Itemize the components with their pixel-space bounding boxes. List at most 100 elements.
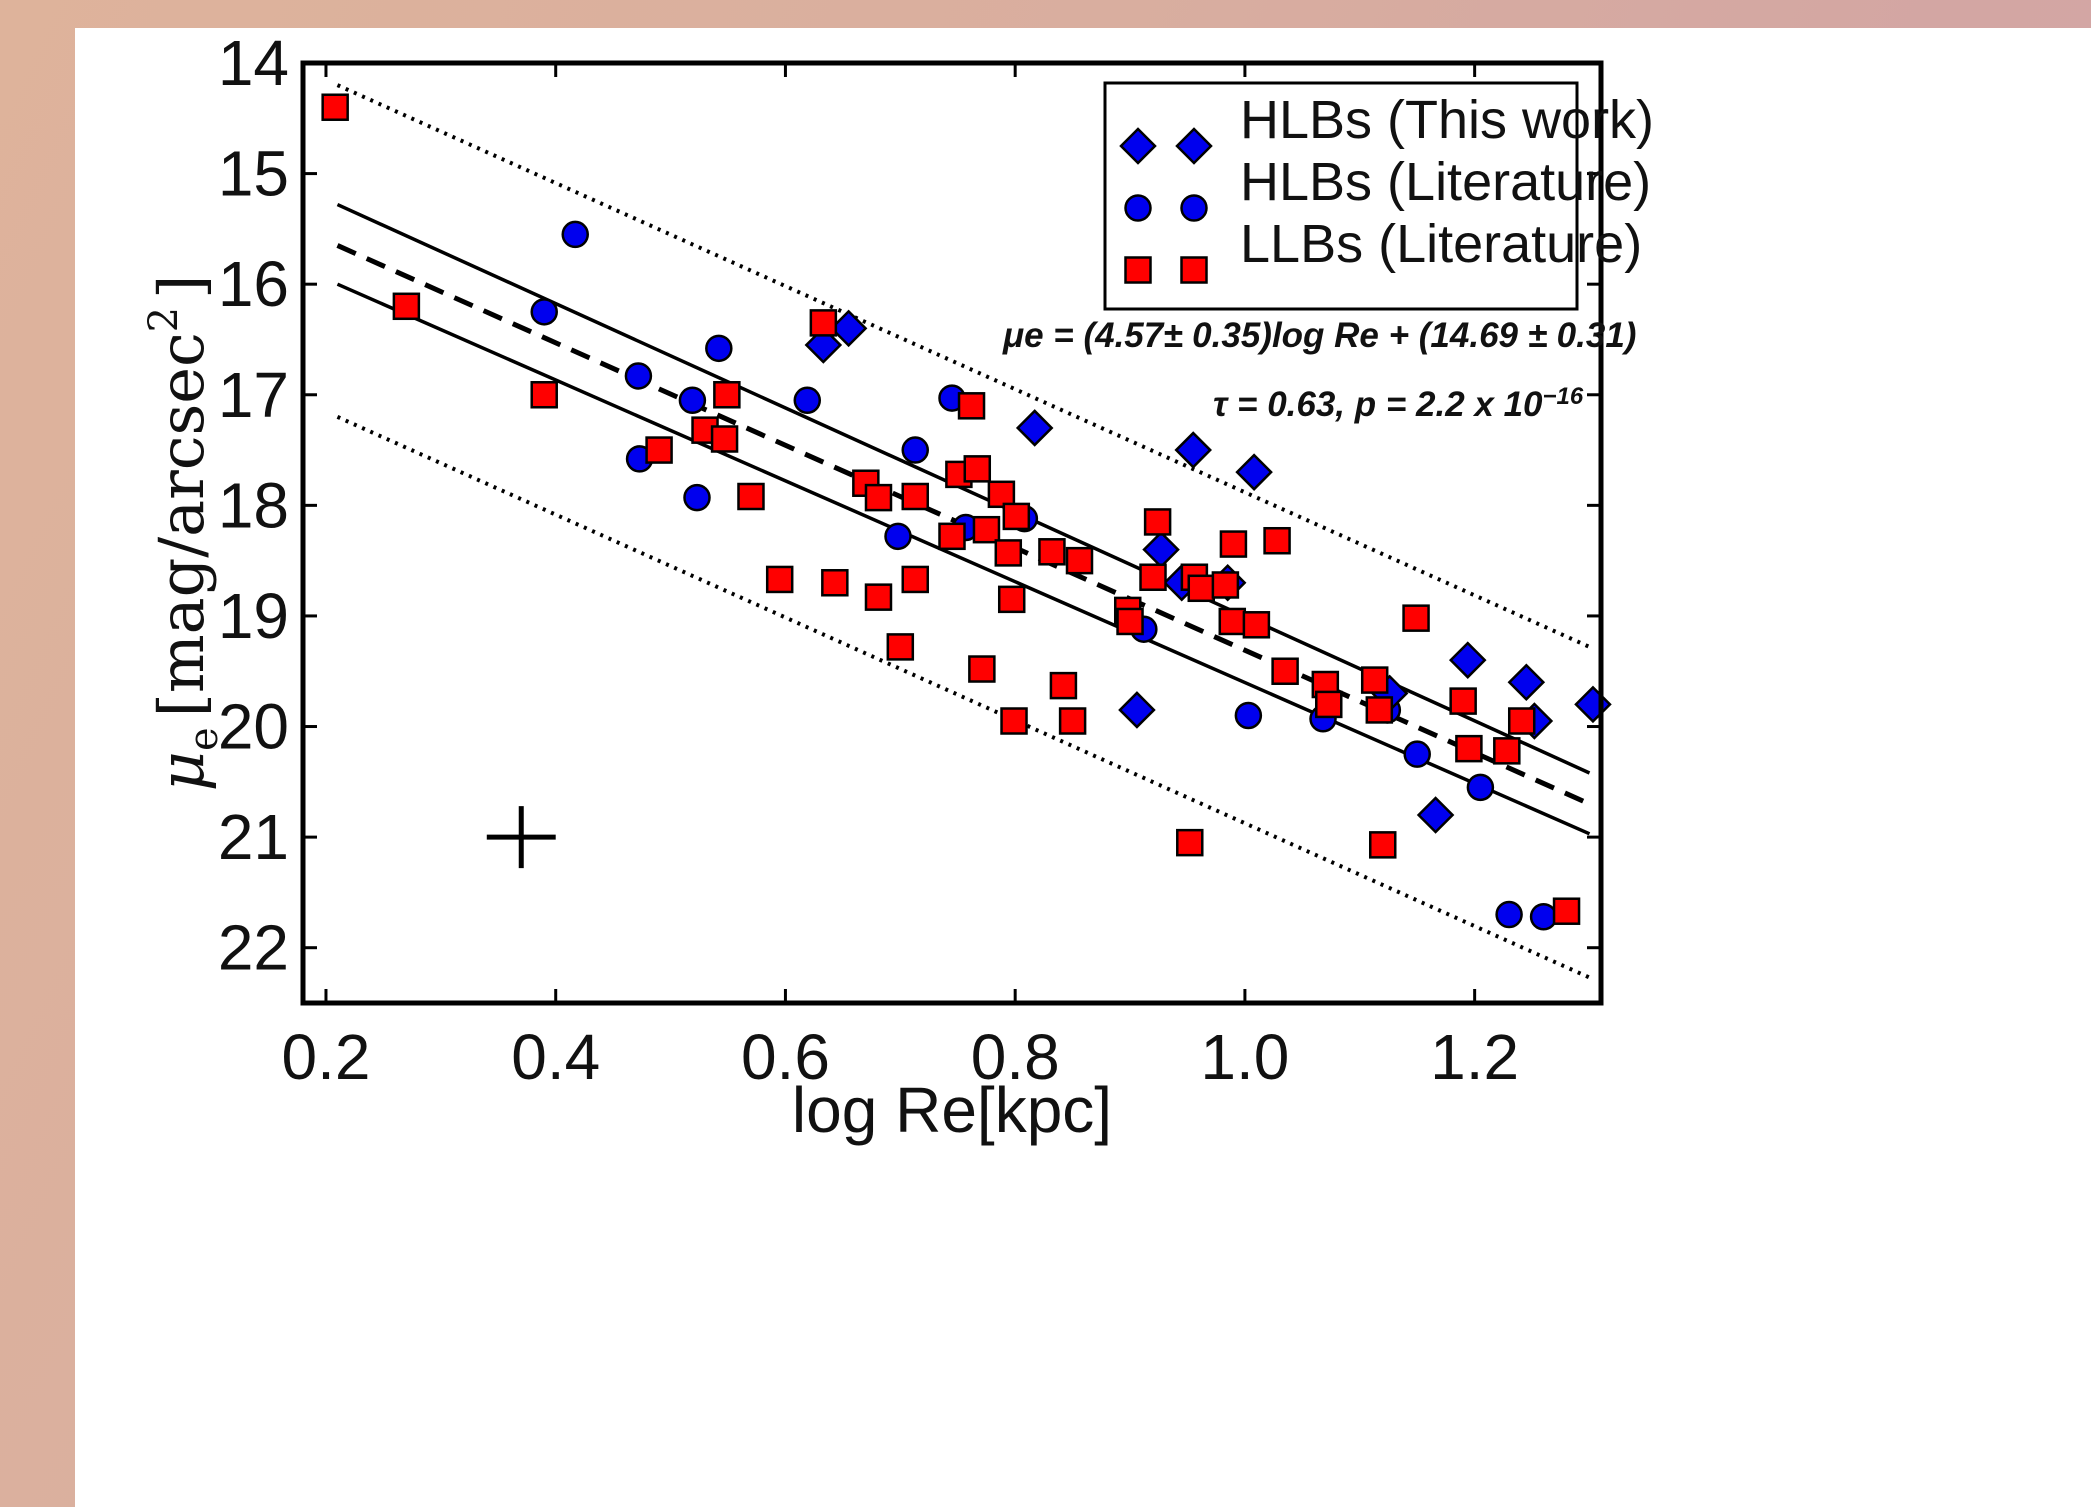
hlb-this-work-point (1448, 641, 1487, 679)
hlb-literature-point (530, 298, 558, 326)
legend-label-hlb-literature: HLBs (Literature) (1240, 152, 1651, 212)
stats-prefix: τ = 0.63, p = 2.2 x 10 (1213, 385, 1543, 424)
llb-literature-point (1116, 607, 1144, 636)
llb-literature-point (1211, 571, 1240, 599)
legend: HLBs (This work) HLBs (Literature) LLBs … (1103, 81, 1654, 311)
prediction-dotted-line (336, 83, 1591, 649)
y-tick-label: 18 (218, 469, 289, 541)
llb-literature-point (1493, 737, 1521, 765)
error-bar-cross (486, 806, 556, 869)
legend-marker-circle (1180, 194, 1208, 222)
legend-label-llb-literature: LLBs (Literature) (1240, 214, 1642, 274)
y-tick-label: 15 (218, 138, 289, 210)
x-tick-label: 0.8 (971, 1021, 1060, 1093)
llb-literature-point (1402, 604, 1430, 632)
llb-literature-point (1263, 526, 1291, 555)
llb-literature-point (392, 292, 421, 321)
legend-marker-square (1180, 256, 1208, 284)
hlb-this-work-point (1015, 409, 1054, 447)
llb-literature-point (1058, 707, 1087, 735)
llb-literature-point (901, 565, 929, 594)
data-points (321, 93, 1612, 931)
legend-marker-square (1124, 256, 1152, 284)
llb-literature-point (1000, 707, 1028, 735)
llb-literature-point (1369, 831, 1397, 859)
ylabel-subscript: e (181, 727, 227, 751)
hlb-literature-point (1495, 900, 1523, 929)
y-tick-label: 21 (218, 801, 289, 873)
legend-markers (1119, 127, 1213, 284)
llb-literature-point (1139, 563, 1167, 591)
x-axis-label: log Re[kpc] (792, 1074, 1112, 1146)
y-tick-label: 22 (218, 912, 289, 984)
llb-literature-point (1176, 828, 1204, 857)
stats-text: τ = 0.63, p = 2.2 x 10−16 (1213, 383, 1584, 424)
hlb-this-work-point (829, 309, 868, 348)
legend-marker-diamond (1175, 127, 1213, 165)
ylabel-close: ] (145, 275, 218, 299)
ylabel-exponent: 2 (141, 307, 187, 332)
llb-literature-point (1218, 607, 1247, 636)
legend-label-hlb-this-work: HLBs (This work) (1240, 90, 1654, 150)
llb-literature-point (997, 585, 1026, 614)
llb-literature-point (737, 482, 765, 511)
llb-literature-point (713, 381, 741, 409)
hlb-literature-point (901, 436, 929, 464)
x-tick-label: 1.0 (1200, 1021, 1289, 1093)
chart-panel: 0.2 0.4 0.6 0.8 1.0 1.2 14 15 16 17 18 19 20 21 22 μe … (75, 28, 2091, 1507)
hlb-literature-point (705, 334, 733, 363)
llb-literature-point (963, 455, 992, 483)
x-tick-label: 0.4 (511, 1021, 600, 1093)
hlb-literature-point (678, 386, 707, 415)
llb-literature-point (901, 482, 929, 511)
hlb-literature-point (793, 386, 822, 415)
llb-literature-point (1271, 657, 1299, 685)
y-tick-label: 14 (218, 28, 289, 99)
ylabel-symbol: μ (145, 751, 218, 791)
hlb-literature-point (884, 522, 912, 551)
hlb-literature-point (683, 483, 711, 512)
legend-marker-circle (1124, 194, 1152, 222)
llb-literature-point (710, 425, 739, 453)
prediction-dotted-line (336, 415, 1591, 980)
y-tick-label: 20 (218, 691, 289, 763)
llb-literature-point (1049, 671, 1078, 700)
llb-literature-point (1449, 687, 1477, 715)
llb-literature-point (1315, 690, 1343, 719)
svg-text:μe[mag/arcsec2]: μe [mag/arcsec2] (141, 275, 227, 792)
hlb-literature-point (624, 362, 653, 390)
hlb-this-work-point (1235, 453, 1273, 491)
confidence-solid-line (336, 282, 1591, 836)
llb-literature-point (1187, 574, 1216, 603)
hlb-literature-point (1466, 773, 1495, 802)
llb-literature-point (1065, 546, 1094, 575)
x-tick-label: 0.2 (281, 1021, 370, 1093)
llb-literature-point (821, 569, 849, 597)
llb-literature-point (1002, 502, 1031, 531)
llb-literature-point (864, 483, 893, 512)
llb-literature-point (765, 565, 794, 594)
llb-literature-point (1552, 897, 1581, 925)
hlb-this-work-point (1174, 431, 1212, 469)
chart: 0.2 0.4 0.6 0.8 1.0 1.2 14 15 16 17 18 19 20 21 22 μe … (141, 28, 1654, 1146)
plot-frame (300, 60, 1604, 1006)
llb-literature-point (886, 633, 915, 661)
llb-literature-point (1365, 696, 1394, 724)
hlb-this-work-point (1416, 796, 1455, 834)
llb-literature-point (864, 583, 893, 611)
stats-exponent: −16 (1543, 383, 1584, 410)
llb-literature-point (972, 515, 1001, 544)
llb-literature-point (938, 522, 966, 551)
fit-equation: μe = (4.57± 0.35)log Re + (14.69 ± 0.31) (1002, 316, 1636, 355)
llb-literature-point (321, 93, 349, 121)
llb-literature-point (645, 436, 673, 464)
llb-literature-point (1038, 538, 1066, 566)
llb-literature-point (809, 309, 838, 337)
axis-ticks: 0.2 0.4 0.6 0.8 1.0 1.2 14 15 16 17 18 19 20 21 22 (218, 28, 1601, 1093)
y-axis-label: μe [mag/arcsec2] (141, 275, 227, 792)
y-tick-label: 19 (218, 580, 289, 652)
hlb-literature-point (561, 220, 589, 249)
llb-literature-point (987, 480, 1016, 509)
llb-literature-point (1360, 666, 1389, 694)
ylabel-units: [mag/arcsec (145, 332, 218, 717)
